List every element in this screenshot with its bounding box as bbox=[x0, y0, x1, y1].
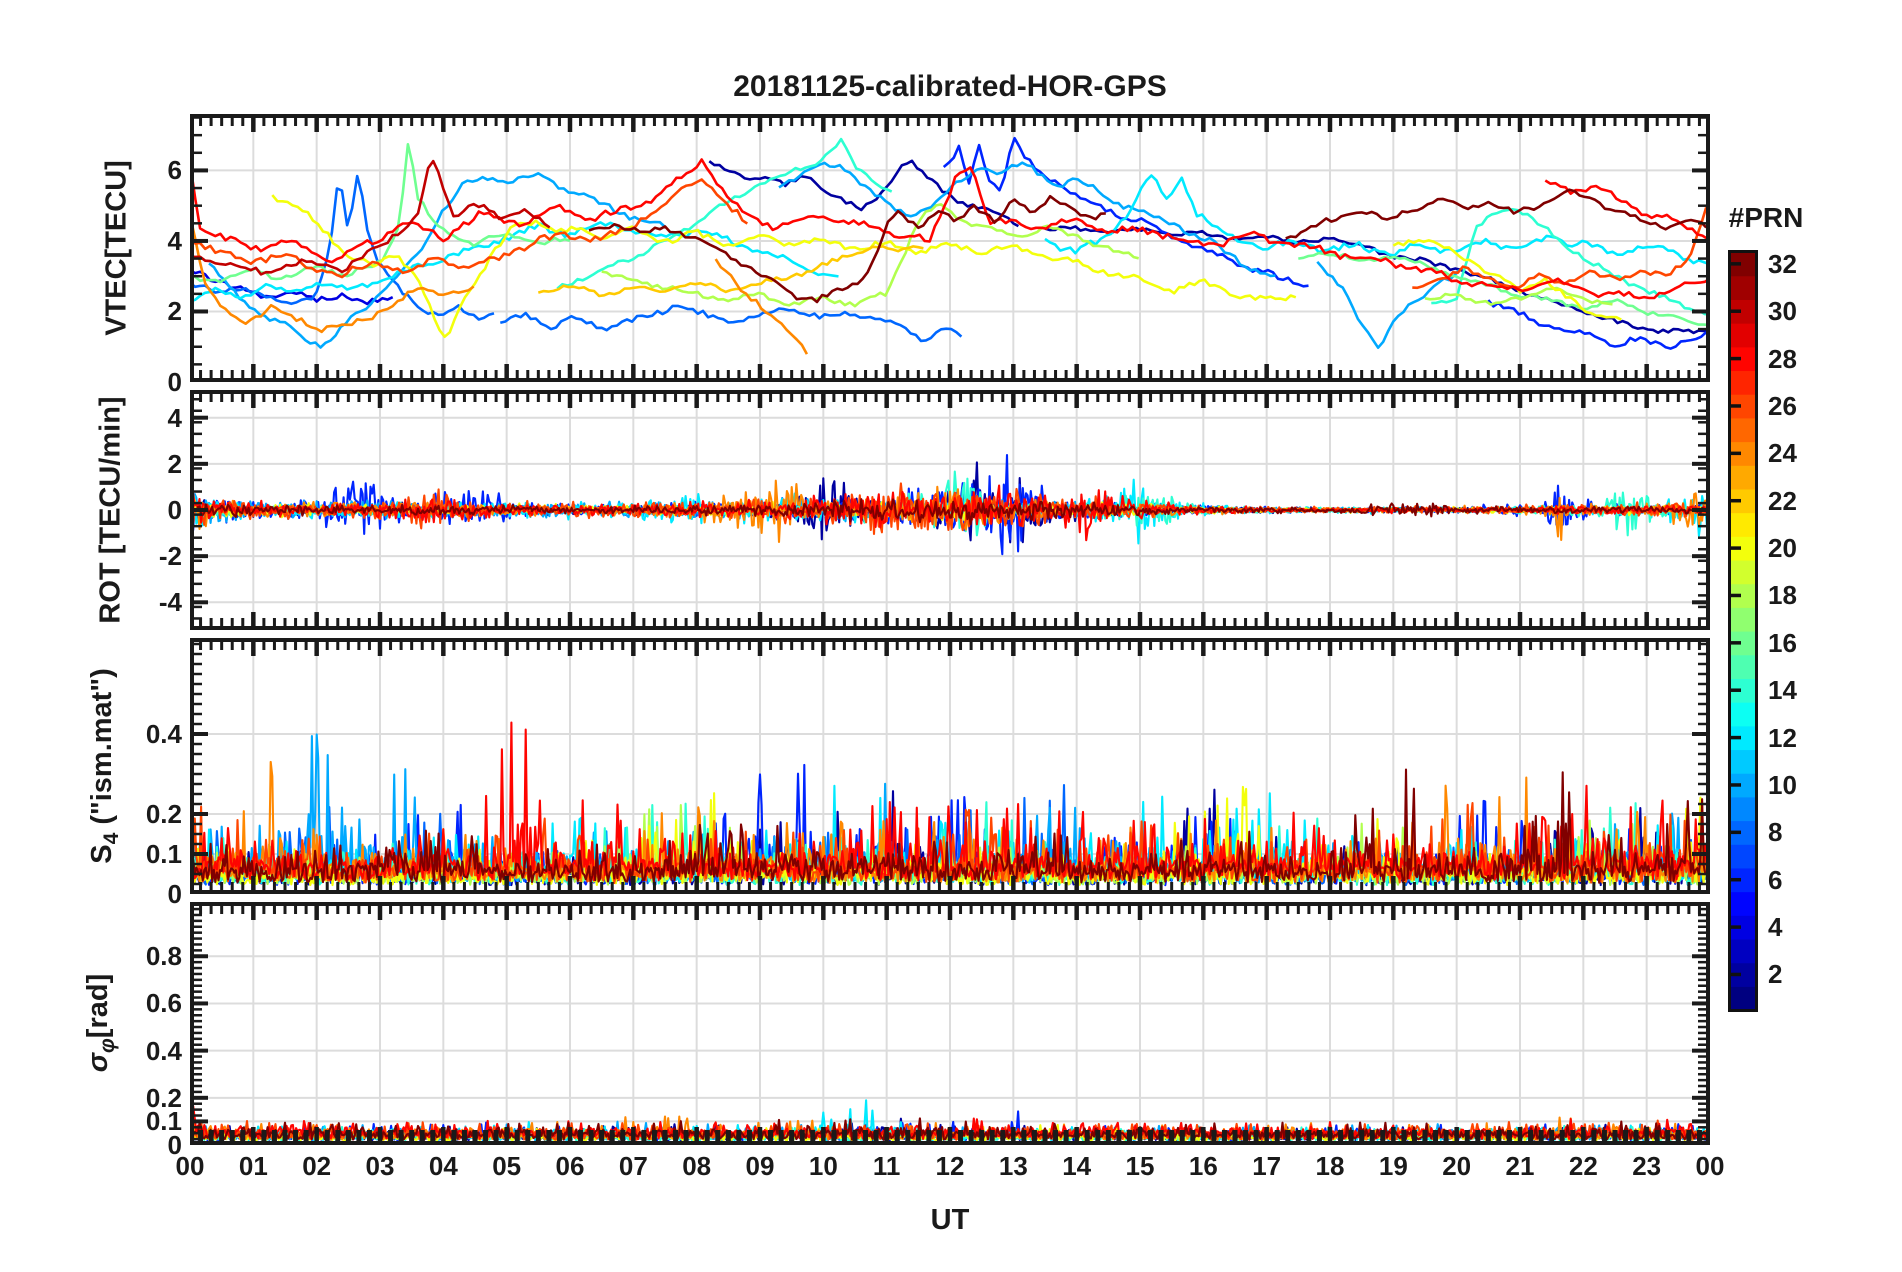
x-tick-label: 22 bbox=[1568, 1151, 1598, 1181]
colorbar-tick-label: 2 bbox=[1768, 959, 1783, 990]
colorbar-tick-label: 26 bbox=[1768, 390, 1797, 421]
x-tick-label: 10 bbox=[808, 1151, 838, 1181]
s4-plot-area bbox=[190, 638, 1710, 894]
colorbar-title: #PRN bbox=[1728, 202, 1804, 233]
y-tick-label-vtec: 6 bbox=[167, 155, 182, 186]
colorbar-tick-label: 22 bbox=[1768, 485, 1797, 516]
y-tick-label-rot: 0 bbox=[167, 495, 182, 525]
x-tick-label: 20 bbox=[1442, 1151, 1472, 1181]
x-tick-label: 05 bbox=[492, 1151, 522, 1181]
x-tick-label: 18 bbox=[1315, 1151, 1345, 1181]
x-tick-label: 02 bbox=[302, 1151, 332, 1181]
colorbar-tick-label: 10 bbox=[1768, 769, 1797, 800]
y-tick-label-vtec: 2 bbox=[167, 296, 182, 327]
x-tick-label: 03 bbox=[365, 1151, 395, 1181]
x-tick-label: 21 bbox=[1505, 1151, 1535, 1181]
x-tick-label: 08 bbox=[682, 1151, 712, 1181]
x-tick-label: 11 bbox=[872, 1151, 901, 1181]
x-axis-label: UT bbox=[930, 1204, 970, 1236]
y-tick-label-s4: 0.1 bbox=[145, 839, 182, 869]
x-tick-label: 15 bbox=[1125, 1151, 1155, 1181]
colorbar-tick-label: 14 bbox=[1768, 675, 1797, 706]
x-tick-label: 01 bbox=[238, 1151, 268, 1181]
x-tick-label: 12 bbox=[935, 1151, 965, 1181]
colorbar-tick-label: 28 bbox=[1768, 343, 1797, 374]
colorbar-tick-label: 12 bbox=[1768, 722, 1797, 753]
x-tick-label: 16 bbox=[1188, 1151, 1218, 1181]
x-tick-label: 09 bbox=[745, 1151, 775, 1181]
colorbar-tick-label: 30 bbox=[1768, 296, 1797, 327]
y-tick-label-sigma: 0 bbox=[167, 1130, 182, 1160]
colorbar-tick-label: 24 bbox=[1768, 438, 1797, 469]
figure-title: 20181125-calibrated-HOR-GPS bbox=[733, 70, 1167, 103]
ylabel-s4: S4 ("ism.mat") bbox=[86, 668, 123, 864]
colorbar-tick-label: 6 bbox=[1768, 864, 1783, 895]
y-tick-label-sigma: 0.6 bbox=[145, 988, 182, 1019]
colorbar-tick-label: 32 bbox=[1768, 248, 1797, 279]
y-tick-label-vtec: 4 bbox=[167, 225, 182, 256]
colorbar-tick-label: 4 bbox=[1768, 912, 1783, 943]
x-tick-label: 23 bbox=[1632, 1151, 1662, 1181]
sigma-phi-plot-area bbox=[190, 902, 1710, 1145]
x-tick-label: 00 bbox=[175, 1151, 205, 1181]
colorbar-tick-label: 18 bbox=[1768, 580, 1797, 611]
y-tick-label-s4: 0 bbox=[167, 879, 182, 909]
x-tick-label: 17 bbox=[1252, 1151, 1282, 1181]
y-tick-label-vtec: 0 bbox=[167, 367, 182, 397]
colorbar-tick-label: 16 bbox=[1768, 627, 1797, 658]
rot-plot-area bbox=[190, 390, 1710, 630]
colorbar-tick-label: 20 bbox=[1768, 533, 1797, 564]
y-tick-label-s4: 0.2 bbox=[145, 799, 182, 829]
x-tick-label: 14 bbox=[1062, 1151, 1092, 1181]
x-tick-label: 13 bbox=[998, 1151, 1028, 1181]
y-tick-label-sigma: 0.4 bbox=[145, 1035, 182, 1066]
x-tick-label: 06 bbox=[555, 1151, 585, 1181]
y-tick-label-rot: -2 bbox=[158, 541, 182, 572]
prn-colorbar bbox=[1728, 250, 1758, 1012]
y-tick-label-sigma: 0.2 bbox=[145, 1082, 182, 1113]
x-tick-label: 07 bbox=[618, 1151, 648, 1181]
y-tick-label-sigma: 0.8 bbox=[145, 941, 182, 972]
x-tick-label: 19 bbox=[1378, 1151, 1408, 1181]
y-tick-label-sigma: 0.1 bbox=[145, 1106, 182, 1137]
y-tick-label-s4: 0.4 bbox=[145, 719, 182, 749]
x-tick-label: 00 bbox=[1695, 1151, 1725, 1181]
y-tick-label-rot: 4 bbox=[167, 402, 182, 433]
ylabel-sigma-phi: σφ[rad] bbox=[82, 973, 119, 1073]
x-tick-label: 04 bbox=[428, 1151, 458, 1181]
colorbar-tick-label: 8 bbox=[1768, 817, 1783, 848]
vtec-plot-area bbox=[190, 114, 1710, 382]
y-tick-label-rot: 2 bbox=[167, 448, 182, 479]
y-tick-label-rot: -4 bbox=[158, 587, 182, 618]
